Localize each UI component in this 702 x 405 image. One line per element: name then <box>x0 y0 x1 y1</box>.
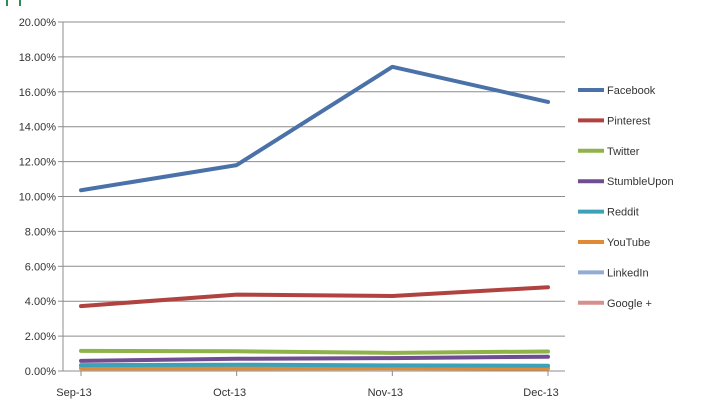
legend-label: Reddit <box>607 207 639 219</box>
y-tick-label: 10.00% <box>19 192 57 204</box>
series-line-stumbleupon <box>81 357 548 361</box>
series-line-facebook <box>81 67 548 190</box>
legend: Facebook Pinterest Twitter StumbleUpon Reddi… <box>578 85 674 310</box>
y-tick-label: 20.00% <box>19 17 57 29</box>
legend-label: YouTube <box>607 237 650 249</box>
legend-label: Google + <box>607 298 652 310</box>
series-line-pinterest <box>81 287 548 306</box>
y-tick-label: 12.00% <box>19 157 57 169</box>
legend-label: Twitter <box>607 146 640 158</box>
x-tick-label: Oct-13 <box>213 387 246 399</box>
legend-label: Pinterest <box>607 115 650 127</box>
legend-label: Facebook <box>607 85 656 97</box>
x-axis: Sep-13 Oct-13 Nov-13 Dec-13 <box>56 371 565 399</box>
y-tick-label: 0.00% <box>25 366 56 378</box>
chart-icon <box>6 0 21 6</box>
y-tick-label: 18.00% <box>19 52 57 64</box>
x-tick-label: Nov-13 <box>368 387 403 399</box>
y-tick-label: 14.00% <box>19 122 57 134</box>
chart-title-strip <box>0 0 702 6</box>
series-line-twitter <box>81 351 548 353</box>
series-line-reddit <box>81 365 548 366</box>
y-tick-label: 8.00% <box>25 226 56 238</box>
x-tick-label: Dec-13 <box>523 387 558 399</box>
y-axis: 0.00% 2.00% 4.00% 6.00% 8.00% 10.00% 12.00% 14.… <box>19 17 63 378</box>
y-tick-label: 16.00% <box>19 87 57 99</box>
gridlines <box>63 22 565 371</box>
y-tick-label: 6.00% <box>25 261 56 273</box>
y-tick-label: 2.00% <box>25 331 56 343</box>
y-tick-label: 4.00% <box>25 296 56 308</box>
legend-label: LinkedIn <box>607 267 649 279</box>
legend-label: StumbleUpon <box>607 176 674 188</box>
series-lines <box>81 67 548 369</box>
x-tick-label: Sep-13 <box>56 387 91 399</box>
